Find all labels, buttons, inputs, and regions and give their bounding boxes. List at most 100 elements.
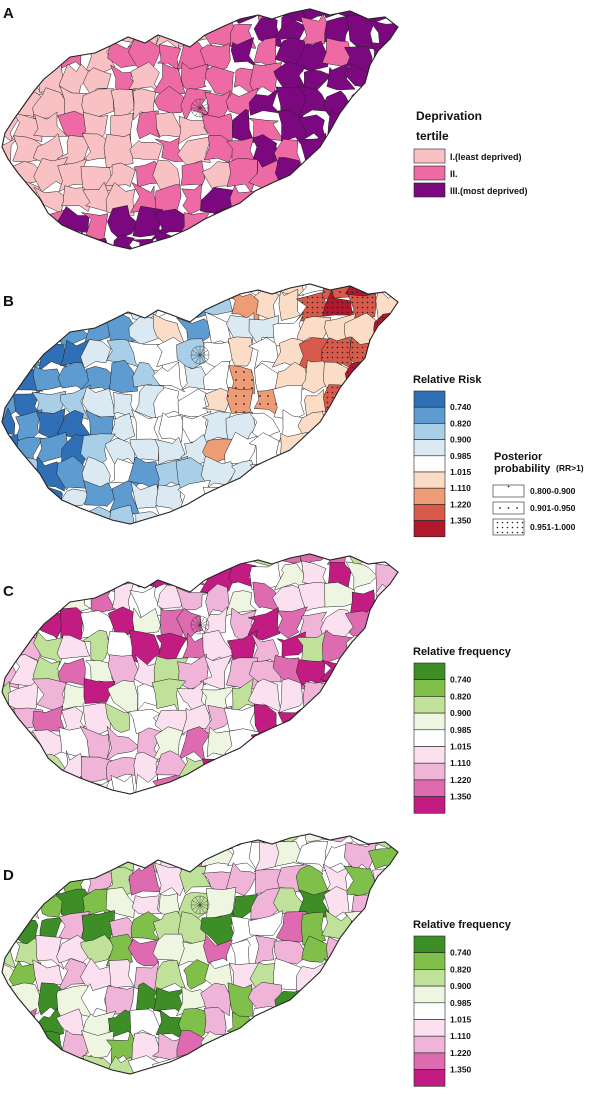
district (278, 288, 301, 321)
district (56, 410, 91, 439)
district (9, 960, 42, 992)
district (368, 806, 398, 831)
district (347, 432, 381, 462)
district (12, 337, 44, 371)
district (2, 457, 15, 491)
district (205, 1057, 235, 1074)
district (59, 63, 93, 97)
district (371, 750, 398, 785)
district (0, 1085, 15, 1105)
district (9, 1029, 43, 1064)
district (249, 1085, 281, 1105)
district (59, 607, 88, 642)
district (304, 834, 333, 846)
legend-b-post-dot (499, 507, 501, 509)
district-probability-dots (233, 512, 260, 524)
district (393, 284, 398, 298)
district (277, 1034, 308, 1060)
district (321, 256, 352, 280)
district (10, 284, 44, 300)
capital-district-line (195, 347, 201, 356)
legend-b-posterior-title: Posterior (494, 451, 543, 463)
district (130, 528, 164, 559)
district (372, 1053, 398, 1074)
district (2, 183, 19, 213)
district-probability-dots (400, 536, 427, 563)
district (273, 940, 308, 965)
district (85, 838, 107, 872)
district (347, 484, 380, 513)
district (181, 365, 211, 391)
district (13, 206, 44, 239)
district (392, 585, 398, 611)
district (400, 536, 427, 563)
capital-district-line (195, 100, 201, 109)
capital-district-line (199, 103, 208, 109)
district (320, 798, 350, 828)
legend-d-color-box (413, 1002, 446, 1020)
district (301, 911, 326, 946)
district (180, 234, 212, 249)
district (393, 229, 398, 249)
district (272, 1012, 309, 1038)
district (155, 284, 181, 297)
panel-b: B Relative Risk 0.740 0.820 0.900 0.985 1.01… (0, 283, 584, 563)
capital-district-line (192, 107, 201, 113)
district (177, 136, 212, 167)
district (300, 1085, 330, 1105)
district (225, 1086, 258, 1105)
district (351, 388, 380, 419)
district (176, 803, 211, 833)
legend-c-color-box (413, 779, 446, 797)
capital-district-line (195, 107, 201, 116)
district (248, 751, 283, 785)
district (321, 184, 354, 217)
district (0, 529, 19, 558)
district (349, 1080, 379, 1105)
district-probability-dots (296, 480, 327, 515)
capital-district-line (192, 620, 201, 626)
district (2, 1053, 20, 1074)
district (275, 233, 309, 249)
legend-b-title: Relative Risk (413, 374, 482, 386)
district (32, 1084, 64, 1105)
district (346, 752, 379, 786)
district (7, 775, 42, 794)
district (133, 834, 161, 849)
district (32, 554, 67, 563)
capital-district-line (199, 107, 205, 116)
legend-c: Relative frequency 0.740 0.820 0.900 0.985 1… (413, 646, 512, 814)
district (154, 253, 184, 282)
district (247, 505, 281, 524)
district (400, 209, 424, 239)
district (295, 40, 329, 72)
district (155, 1009, 185, 1038)
district (349, 137, 377, 169)
legend-d-break-label: 0.900 (450, 981, 472, 991)
district (2, 913, 20, 940)
district (319, 727, 356, 760)
district (391, 563, 398, 594)
district (275, 482, 302, 514)
legend-b-color-box (413, 390, 446, 408)
district (37, 20, 68, 46)
district (300, 359, 331, 394)
district (199, 654, 233, 690)
district (296, 755, 329, 783)
district (81, 386, 116, 420)
legend-a: Deprivation tertile I.(least deprived) I… (413, 109, 528, 198)
district (277, 606, 308, 639)
district (2, 560, 10, 587)
district (35, 529, 64, 561)
district (58, 554, 90, 567)
capital-district-line (199, 620, 208, 626)
district (0, 258, 19, 287)
legend-b-posterior-subtitle: probability (494, 463, 551, 475)
legend-b-break-label: 0.985 (450, 451, 472, 461)
district (60, 683, 89, 711)
district-probability-dots (320, 462, 349, 489)
panel-letter-b: B (3, 293, 14, 310)
capital-district-line (192, 624, 201, 630)
panel-d: D Relative frequency 0.740 0.820 0.900 0.98… (0, 833, 512, 1105)
district (375, 940, 398, 965)
